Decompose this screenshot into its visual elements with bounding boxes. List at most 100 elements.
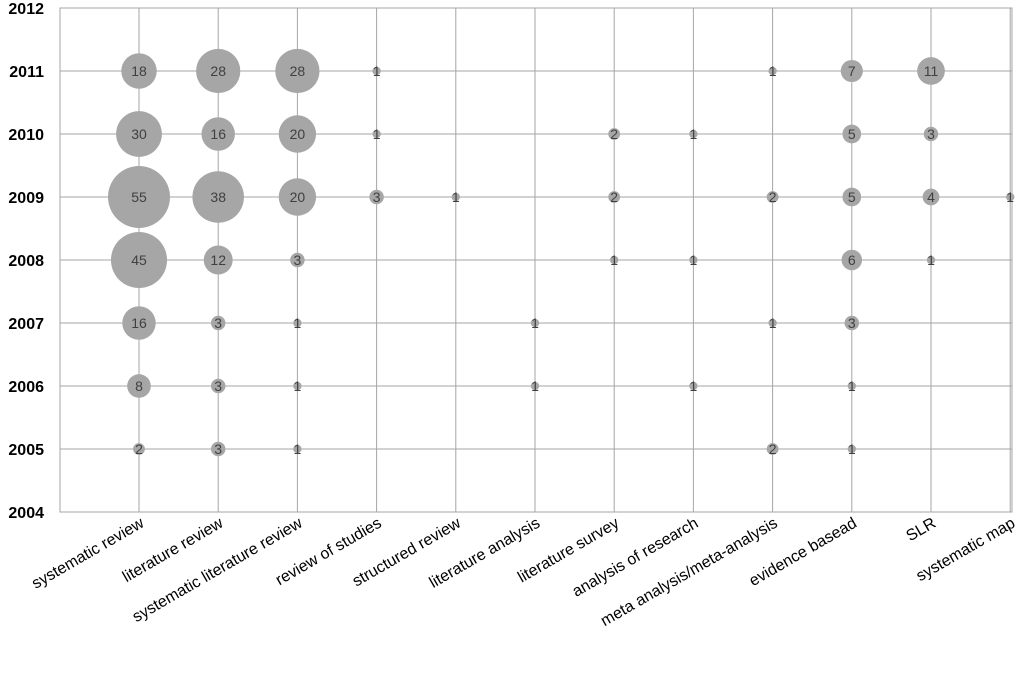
bubble-value-label: 1 (769, 315, 777, 331)
bubble-value-label: 1 (848, 378, 856, 394)
bubble-value-label: 1 (690, 126, 698, 142)
bubble-value-label: 38 (210, 189, 226, 205)
bubble-point (192, 171, 244, 223)
bubble-value-label: 8 (135, 378, 143, 394)
bubble-value-label: 3 (373, 189, 381, 205)
bubble-value-label: 30 (131, 126, 147, 142)
y-tick-label: 2010 (8, 127, 44, 144)
bubble-point (275, 48, 320, 94)
bubble-point (922, 188, 940, 206)
bubble-point (116, 111, 162, 157)
bubble-value-label: 3 (214, 315, 222, 331)
bubble-point (210, 378, 226, 394)
bubble-point (372, 66, 381, 76)
bubble-point (372, 129, 381, 139)
bubble-value-label: 3 (848, 315, 856, 331)
bubble-point (917, 57, 945, 85)
bubble-value-label: 2 (135, 441, 143, 457)
bubble-point (926, 255, 936, 265)
bubble-point (201, 117, 235, 151)
y-tick-label: 2011 (9, 64, 44, 81)
bubble-point (293, 318, 302, 328)
bubble-point (196, 48, 241, 94)
bubble-value-label: 20 (290, 189, 306, 205)
bubble-point (608, 191, 621, 203)
bubble-value-label: 2 (769, 189, 777, 205)
y-tick-label: 2008 (8, 253, 44, 270)
bubble-value-label: 1 (294, 378, 302, 394)
bubble-value-label: 12 (210, 252, 226, 268)
bubble-value-label: 2 (610, 189, 618, 205)
bubble-point (278, 178, 317, 216)
y-tick-label: 2012 (8, 1, 44, 18)
bubble-value-label: 3 (214, 378, 222, 394)
bubble-point (689, 381, 698, 391)
bubble-value-label: 1 (294, 315, 302, 331)
bubble-value-label: 5 (848, 189, 856, 205)
bubble-point (203, 245, 233, 275)
bubble-value-label: 2 (769, 441, 777, 457)
bubble-value-label: 28 (290, 63, 306, 79)
bubble-point (844, 315, 860, 331)
bubble-value-label: 1 (531, 378, 539, 394)
bubble-point (841, 249, 863, 271)
bubble-point (842, 187, 862, 207)
bubble-value-label: 1 (927, 252, 935, 268)
bubble-point (530, 318, 540, 328)
bubble-point (369, 189, 384, 205)
bubble-point (689, 129, 698, 139)
bubble-point (847, 444, 856, 454)
bubble-value-label: 1 (848, 441, 856, 457)
bubble-point (210, 315, 226, 331)
y-tick-label: 2005 (8, 442, 44, 459)
bubble-point (530, 381, 540, 391)
bubble-point (293, 381, 302, 391)
bubble-value-label: 3 (294, 252, 302, 268)
bubble-point (608, 128, 621, 140)
bubble-point (293, 444, 302, 454)
bubble-point (766, 443, 779, 455)
bubble-point (768, 318, 777, 328)
bubble-value-label: 2 (610, 126, 618, 142)
bubble-value-label: 1 (769, 63, 777, 79)
y-tick-label: 2006 (8, 379, 44, 396)
bubble-point (842, 124, 862, 144)
bubble-value-label: 1 (610, 252, 618, 268)
bubble-point (689, 255, 698, 265)
bubble-value-label: 1 (373, 126, 381, 142)
bubble-value-label: 16 (210, 126, 226, 142)
bubble-value-label: 1 (373, 63, 381, 79)
bubble-value-label: 3 (214, 441, 222, 457)
bubble-point (847, 381, 856, 391)
bubble-value-label: 18 (131, 63, 147, 79)
bubble-value-label: 1 (531, 315, 539, 331)
bubble-point (121, 53, 157, 89)
bubble-value-label: 1 (452, 189, 460, 205)
bubble-point (610, 255, 619, 265)
bubble-value-label: 4 (927, 189, 935, 205)
y-tick-label: 2004 (8, 505, 44, 522)
bubble-value-label: 16 (131, 315, 147, 331)
bubble-point (108, 166, 170, 228)
bubble-value-label: 6 (848, 252, 856, 268)
bubble-point (127, 374, 151, 398)
y-tick-label: 2009 (8, 190, 44, 207)
bubble-value-label: 55 (131, 189, 147, 205)
bubble-point (923, 126, 939, 142)
bubble-point (290, 252, 305, 268)
x-tick-label: SLR (904, 515, 939, 545)
bubble-value-label: 28 (210, 63, 226, 79)
bubble-value-label: 3 (927, 126, 935, 142)
bubble-value-label: 1 (1006, 189, 1014, 205)
bubble-point (766, 191, 779, 203)
bubble-value-label: 1 (690, 378, 698, 394)
y-axis-tick-labels: 2004 2005 2006 2007 2008 2009 2010 2011 2012 (8, 1, 44, 522)
bubble-value-label: 45 (131, 252, 147, 268)
bubble-point (278, 115, 317, 153)
bubble-point (133, 443, 145, 455)
bubble-value-label: 5 (848, 126, 856, 142)
y-tick-label: 2007 (8, 316, 44, 333)
